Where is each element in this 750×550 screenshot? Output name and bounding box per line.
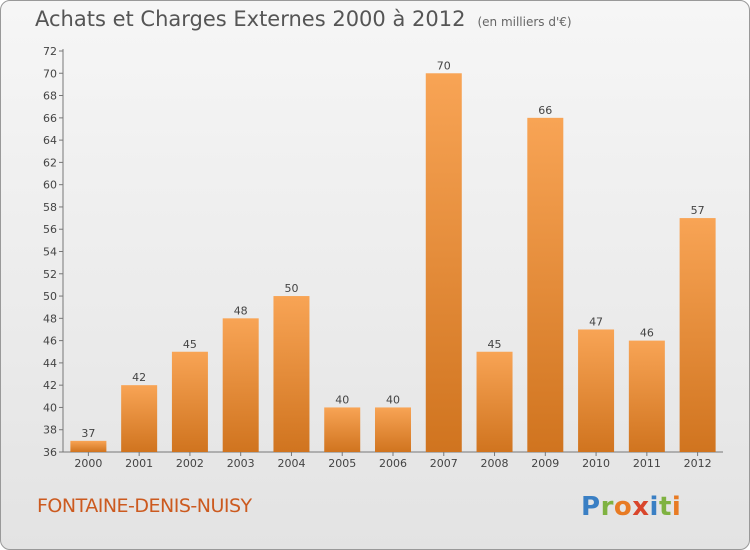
y-tick-label: 50 (43, 290, 57, 303)
y-tick-label: 42 (43, 379, 57, 392)
x-tick-label: 2012 (684, 457, 712, 470)
bar (527, 117, 564, 452)
proxiti-logo[interactable]: Proxiti (581, 492, 681, 522)
x-tick-label: 2001 (125, 457, 153, 470)
logo-letter: x (632, 492, 650, 522)
bar-value-label: 46 (640, 327, 654, 340)
bar (578, 329, 615, 452)
y-tick-label: 48 (43, 312, 57, 325)
x-tick-label: 2007 (430, 457, 458, 470)
x-tick-label: 2000 (74, 457, 102, 470)
y-tick-label: 46 (43, 335, 57, 348)
y-tick-label: 52 (43, 268, 57, 281)
bar-value-label: 47 (589, 315, 603, 328)
x-tick-label: 2003 (227, 457, 255, 470)
chart-title: Achats et Charges Externes 2000 à 2012 (e… (35, 7, 572, 31)
bar (476, 351, 513, 452)
bar (375, 407, 411, 452)
bar (324, 407, 361, 452)
x-tick-label: 2005 (328, 457, 356, 470)
y-tick-label: 66 (43, 112, 57, 125)
y-tick-label: 54 (43, 246, 57, 259)
x-tick-label: 2009 (531, 457, 559, 470)
y-tick-label: 68 (43, 90, 57, 103)
logo-letter: P (581, 492, 601, 522)
x-tick-label: 2010 (582, 457, 610, 470)
logo-letter: r (600, 492, 614, 522)
logo-letter: i (649, 492, 659, 522)
bar-value-label: 45 (488, 338, 502, 351)
logo-letter: t (658, 492, 672, 522)
bar (70, 440, 107, 452)
y-tick-label: 38 (43, 424, 57, 437)
bar-value-label: 42 (132, 371, 146, 384)
bar-value-label: 45 (183, 338, 197, 351)
x-tick-label: 2011 (633, 457, 661, 470)
y-tick-label: 44 (43, 357, 57, 370)
chart-title-text: Achats et Charges Externes 2000 à 2012 (35, 7, 466, 31)
x-tick-label: 2008 (481, 457, 509, 470)
bar-value-label: 70 (437, 59, 451, 72)
chart-unit-label: (en milliers d'€) (477, 15, 572, 29)
bar (171, 351, 208, 452)
y-tick-label: 40 (43, 401, 57, 414)
x-tick-label: 2002 (176, 457, 204, 470)
bar-value-label: 37 (81, 427, 95, 440)
y-tick-label: 36 (43, 446, 57, 459)
bar-value-label: 50 (284, 282, 298, 295)
commune-name: FONTAINE-DENIS-NUISY (37, 495, 252, 517)
x-tick-label: 2006 (379, 457, 407, 470)
y-tick-label: 64 (43, 134, 57, 147)
bar-value-label: 40 (386, 393, 400, 406)
y-tick-label: 56 (43, 223, 57, 236)
bar-value-label: 57 (691, 204, 705, 217)
x-tick-label: 2004 (277, 457, 305, 470)
bar (628, 340, 665, 452)
bar-value-label: 48 (234, 304, 248, 317)
y-tick-label: 70 (43, 67, 57, 80)
y-tick-label: 62 (43, 156, 57, 169)
logo-letter: o (613, 492, 633, 522)
bar (121, 385, 158, 452)
bar (679, 218, 716, 452)
bar-value-label: 40 (335, 393, 349, 406)
y-tick-label: 72 (43, 45, 57, 58)
bar-value-label: 66 (538, 104, 552, 117)
y-tick-label: 60 (43, 179, 57, 192)
y-tick-label: 58 (43, 201, 57, 214)
logo-letter: i (671, 492, 682, 522)
bar (273, 296, 310, 452)
bar (222, 318, 259, 452)
bar (425, 73, 462, 453)
